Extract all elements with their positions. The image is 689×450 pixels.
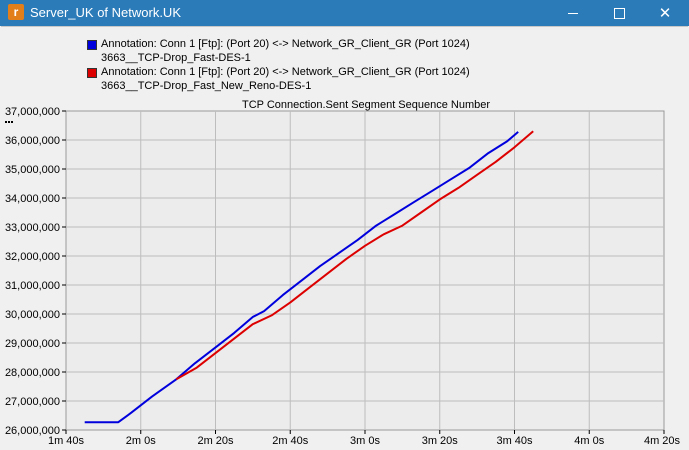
chart-title: TCP Connection.Sent Segment Sequence Num… xyxy=(242,99,490,111)
close-icon: ✕ xyxy=(658,4,672,22)
title-bar[interactable]: r Server_UK of Network.UK ✕ xyxy=(0,0,689,26)
y-tick-label: 31,000,000 xyxy=(5,280,60,292)
y-axis: 26,000,000 27,000,000 28,000,000 29,000,000… xyxy=(5,106,66,437)
x-tick-label: 2m 40s xyxy=(272,435,309,447)
y-tick-label: 26,000,000 xyxy=(5,425,60,437)
x-tick-label: 2m 20s xyxy=(197,435,234,447)
series-lines xyxy=(84,130,534,424)
legend-label-series-2: Annotation: Conn 1 [Ftp]: (Port 20) <-> … xyxy=(101,66,470,78)
maximize-icon xyxy=(613,7,625,19)
legend-sublabel-series-1: 3663__TCP-Drop_Fast-DES-1 xyxy=(101,52,251,64)
series-line-2 xyxy=(175,130,534,381)
y-tick-label: 32,000,000 xyxy=(5,251,60,263)
window-title: Server_UK of Network.UK xyxy=(30,5,181,20)
y-tick-label: 33,000,000 xyxy=(5,222,60,234)
opnet-app-icon: r xyxy=(8,4,24,20)
y-tick-label: 28,000,000 xyxy=(5,367,60,379)
minimize-button[interactable] xyxy=(550,0,596,26)
x-tick-label: 2m 0s xyxy=(126,435,156,447)
close-button[interactable]: ✕ xyxy=(642,0,688,26)
grid-lines xyxy=(66,111,664,430)
legend-label-series-1: Annotation: Conn 1 [Ftp]: (Port 20) <-> … xyxy=(101,38,470,50)
x-tick-label: 3m 40s xyxy=(496,435,533,447)
y-tick-label: 30,000,000 xyxy=(5,309,60,321)
y-tick-label: 27,000,000 xyxy=(5,396,60,408)
y-tick-label: 35,000,000 xyxy=(5,164,60,176)
y-tick-label: 29,000,000 xyxy=(5,338,60,350)
y-tick-label: 37,000,000 xyxy=(5,106,60,118)
legend-swatch-series-1 xyxy=(87,40,97,50)
x-tick-label: 3m 20s xyxy=(422,435,459,447)
maximize-button[interactable] xyxy=(596,0,642,26)
x-tick-label: 4m 0s xyxy=(574,435,604,447)
axis-menu-icon[interactable] xyxy=(5,121,13,123)
legend-sublabel-series-2: 3663__TCP-Drop_Fast_New_Reno-DES-1 xyxy=(101,80,312,92)
y-tick-label: 36,000,000 xyxy=(5,135,60,147)
x-axis: 1m 40s 2m 0s 2m 20s 2m 40s 3m 0s 3m 20s 3m 40s… xyxy=(48,430,681,447)
x-tick-label: 4m 20s xyxy=(644,435,681,447)
minimize-icon xyxy=(568,12,578,14)
y-tick-label: 34,000,000 xyxy=(5,193,60,205)
x-tick-label: 1m 40s xyxy=(48,435,85,447)
x-tick-label: 3m 0s xyxy=(350,435,380,447)
legend-swatch-series-2 xyxy=(87,68,97,78)
series-line-1 xyxy=(84,131,519,424)
